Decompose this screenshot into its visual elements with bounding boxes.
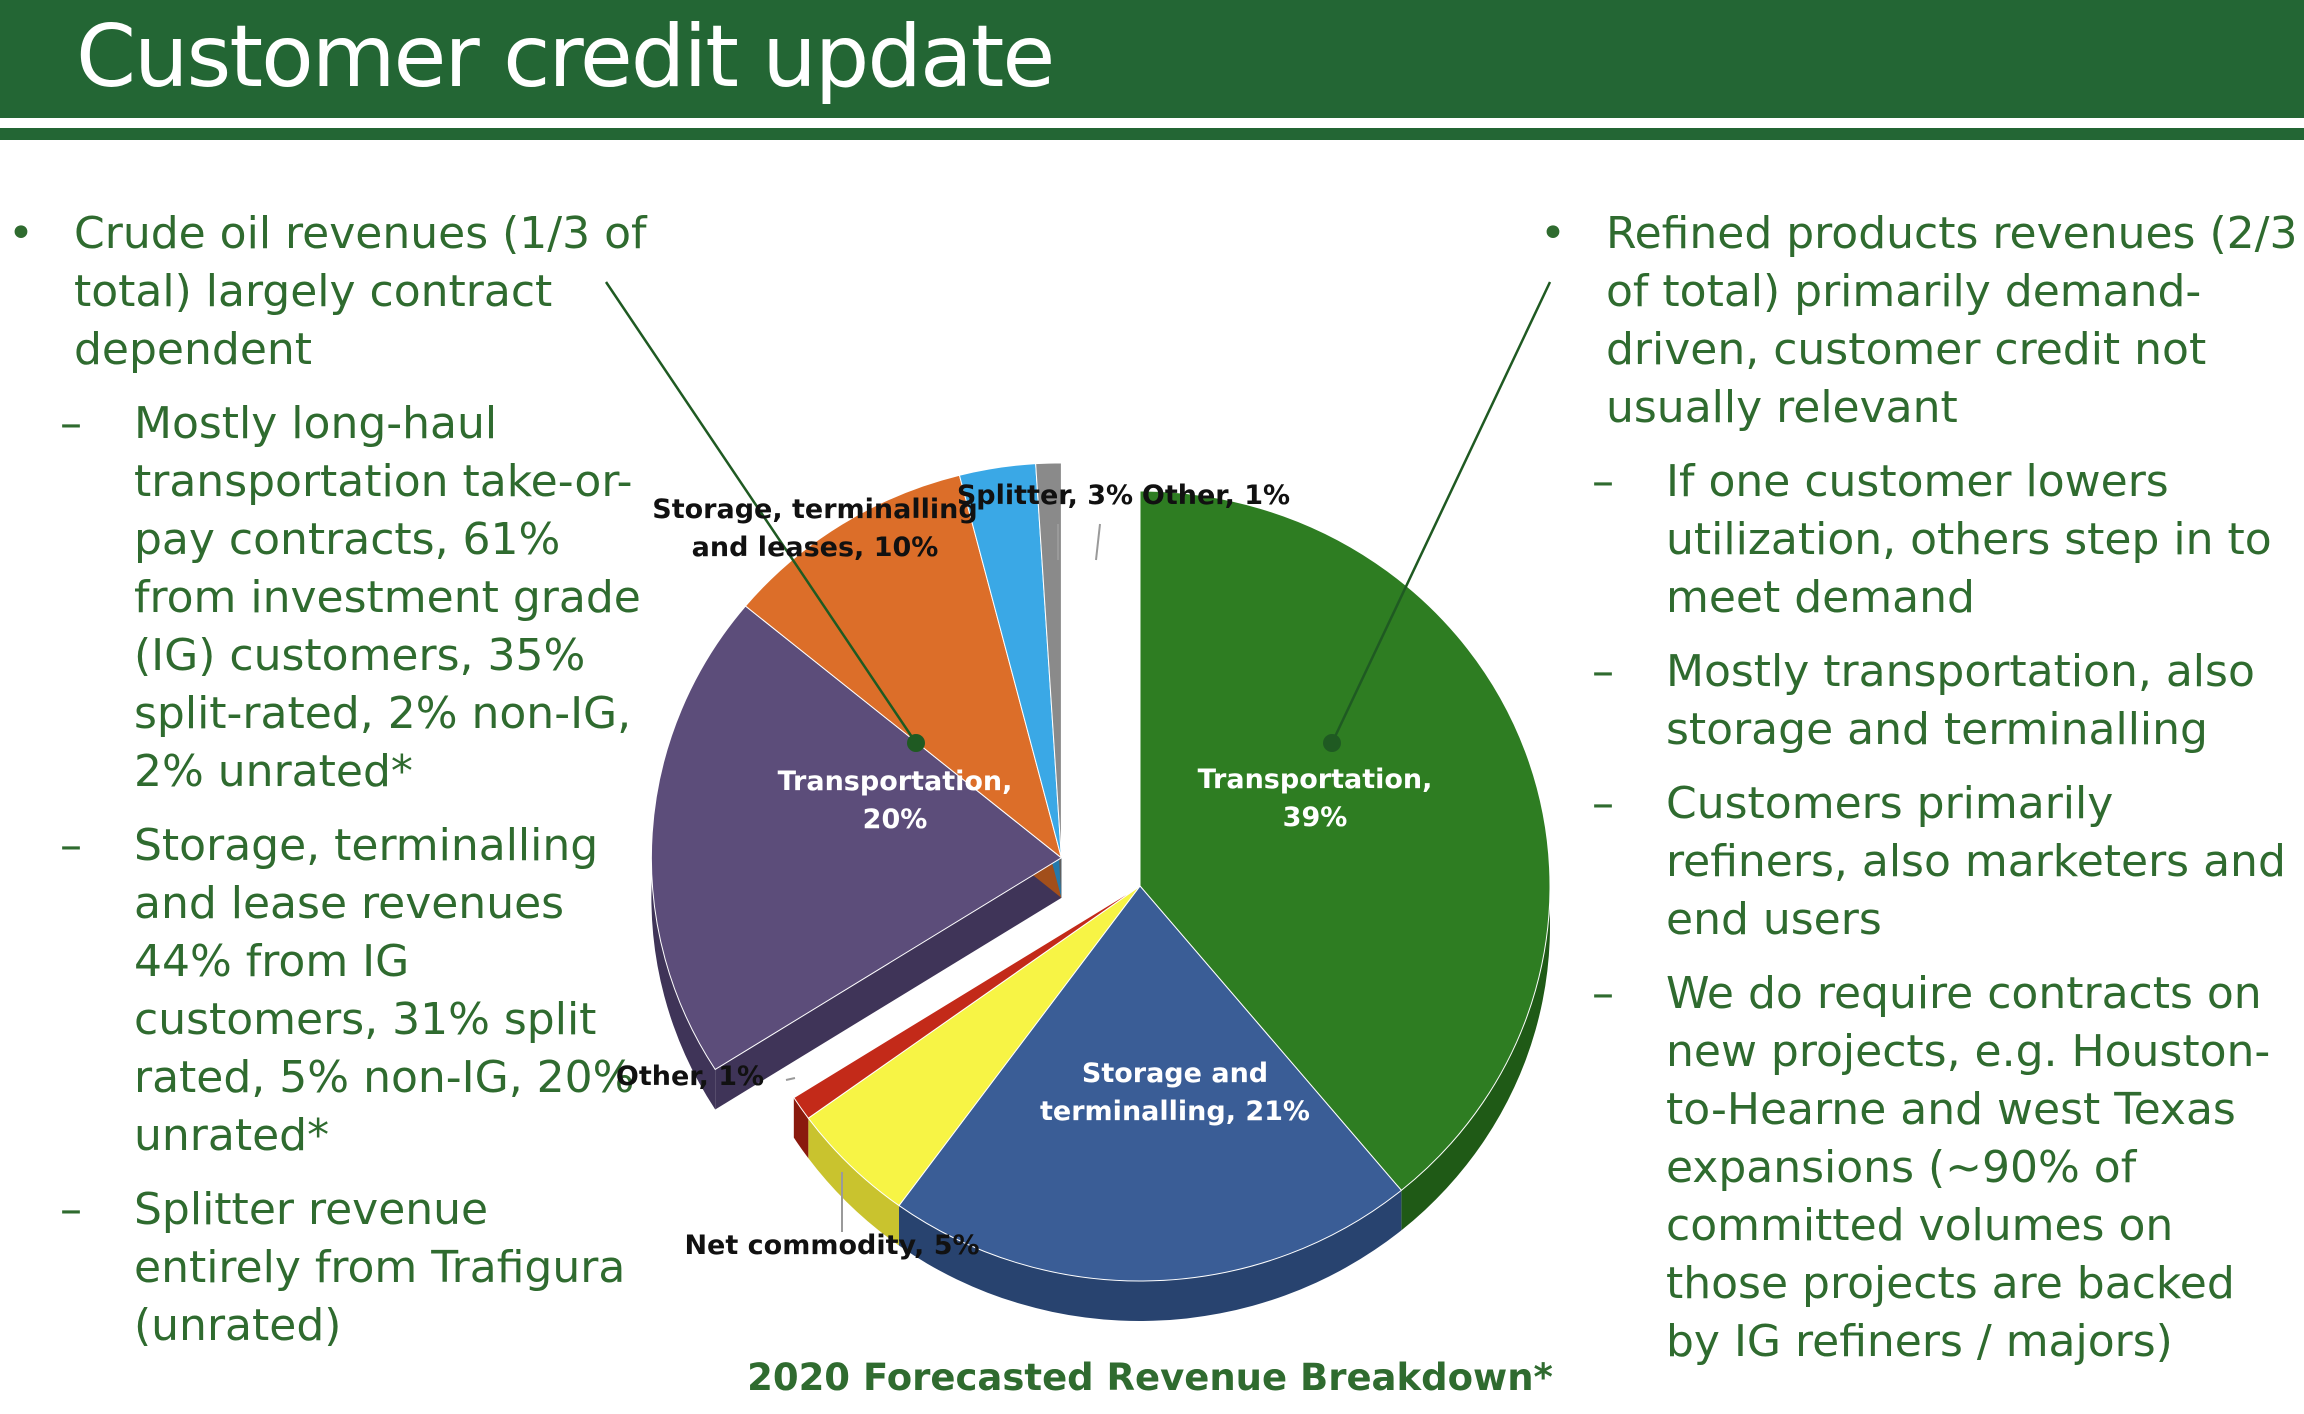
title-bar: Customer credit update <box>0 0 2304 118</box>
pie-slice <box>1139 490 1551 1192</box>
pie-label-layer: Transportation, 39% Storage and terminallin… <box>616 480 1433 1261</box>
pie-slice-label: Other, 1% <box>616 1061 764 1092</box>
pie-slice-edge <box>715 857 1062 1110</box>
pie-slice <box>744 474 1063 860</box>
pie-slice <box>898 885 1403 1282</box>
title-rule <box>0 128 2304 140</box>
left-bullet-column: Crude oil revenues (1/3 of total) largel… <box>8 205 648 1371</box>
callout-line <box>1330 281 1552 744</box>
page-title: Customer credit update <box>76 7 1055 107</box>
sub-bullet-customers: Customers primarily refiners, also marke… <box>1540 775 2300 949</box>
pie-slice-label: Transportation, 20% <box>778 766 1013 835</box>
pie-slice <box>1035 462 1062 858</box>
pie-slice-label: Net commodity, 5% <box>684 1230 979 1261</box>
callout-layer <box>604 281 1552 752</box>
pie-slice <box>793 885 1141 1119</box>
label-leader-line <box>785 1077 796 1081</box>
pie-slice-label: Storage and terminalling, 21% <box>1040 1058 1310 1127</box>
pie-top-layer <box>650 462 1551 1282</box>
callout-dot <box>1323 734 1341 752</box>
sub-bullet-splitter: Splitter revenue entirely from Trafigura… <box>8 1181 648 1355</box>
chart-title: 2020 Forecasted Revenue Breakdown* <box>747 1356 1553 1399</box>
bullet-crude-oil: Crude oil revenues (1/3 of total) largel… <box>8 205 648 379</box>
right-bullet-list: Refined products revenues (2/3 of total)… <box>1540 205 2300 1371</box>
sub-bullet-crude-storage: Storage, terminalling and lease revenues… <box>8 817 648 1165</box>
callout-line <box>604 281 918 744</box>
pie-slice <box>650 605 1063 1071</box>
pie-slice-label: Transportation, 39% <box>1198 764 1433 833</box>
pie-slice-label: Other, 1% <box>1142 480 1290 511</box>
pie-slice-side <box>899 1190 1402 1321</box>
left-bullet-list: Crude oil revenues (1/3 of total) largel… <box>8 205 648 1355</box>
pie-slice-label: Splitter, 3% <box>957 480 1133 511</box>
label-leader-line <box>1095 523 1101 561</box>
pie-slice-side <box>793 1097 809 1159</box>
sub-bullet-contracts: We do require contracts on new projects,… <box>1540 965 2300 1371</box>
pie-slice-side <box>808 1118 900 1246</box>
sub-bullet-utilization: If one customer lowers utilization, othe… <box>1540 453 2300 627</box>
sub-bullet-mostly-transportation: Mostly transportation, also storage and … <box>1540 643 2300 759</box>
callout-dot <box>907 734 925 752</box>
sub-bullet-crude-transportation: Mostly long-haul transportation take-or-… <box>8 395 648 801</box>
right-bullet-column: Refined products revenues (2/3 of total)… <box>1540 205 2300 1387</box>
pie-slice-label: Storage, terminalling and leases, 10% <box>652 494 977 563</box>
bullet-refined-products: Refined products revenues (2/3 of total)… <box>1540 205 2300 437</box>
